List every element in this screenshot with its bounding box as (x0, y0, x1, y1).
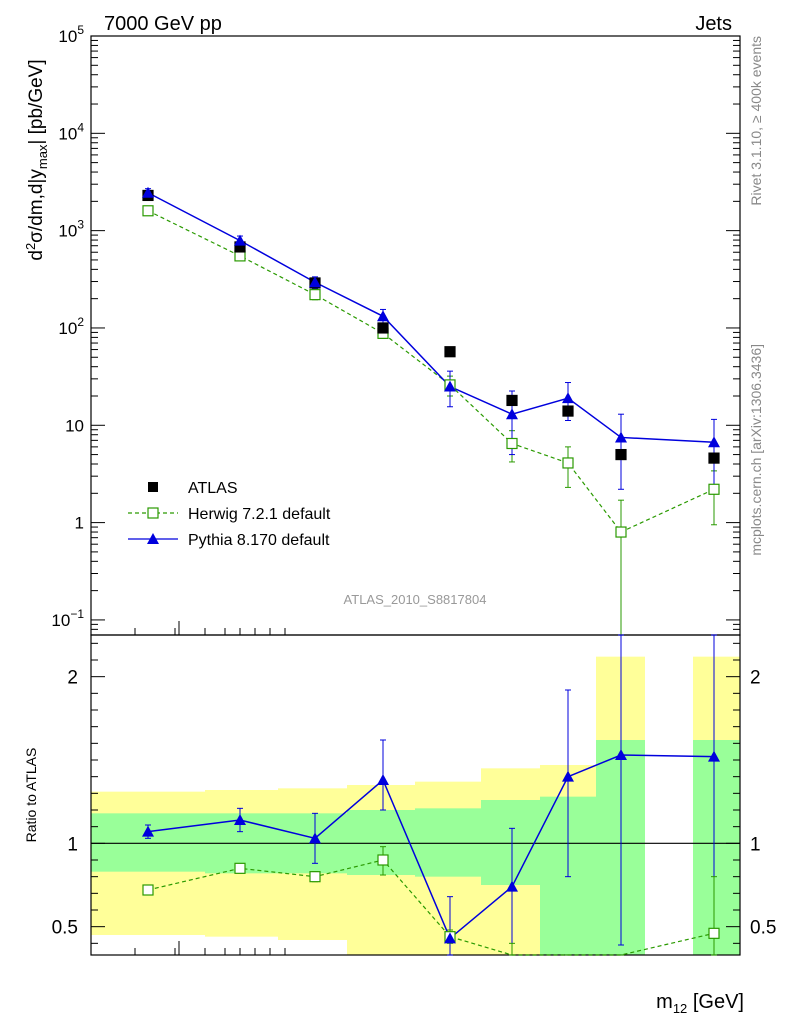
x-axis-label: m12 [GeV] (656, 991, 744, 1016)
legend-atlas-label: ATLAS (188, 480, 238, 497)
main-y-tick-label: 102 (58, 315, 84, 338)
ratio-pythia-point (377, 774, 389, 785)
ratio-pythia-point (444, 932, 456, 944)
ratio-band-inner (415, 808, 481, 877)
herwig-point (562, 457, 574, 469)
pythia-point (377, 310, 389, 322)
ratio-pythia-point (506, 880, 518, 892)
main-plot-panel: 10−1 1 10 102 103 104 105 (51, 23, 741, 636)
herwig-point (708, 483, 720, 495)
pythia-point (708, 436, 720, 448)
ratio-y-tick-label-right: 2 (750, 668, 761, 689)
ratio-band-inner (91, 813, 205, 872)
atlas-point (708, 452, 720, 464)
pythia-point (562, 392, 574, 404)
ratio-herwig-point (142, 884, 154, 896)
ratio-y-tick-label: 2 (67, 668, 78, 689)
ratio-y-tick-label: 1 (67, 834, 78, 855)
mcplots-label: mcplots.cern.ch [arXiv:1306.3436] (748, 344, 764, 556)
ratio-y-axis-label: Ratio to ATLAS (23, 748, 39, 843)
main-y-tick-label: 105 (58, 23, 84, 46)
ratio-y-tick-label-right: 0.5 (750, 918, 776, 939)
ratio-pythia-point (562, 770, 574, 782)
atlas-point (506, 394, 518, 407)
ratio-herwig-point (234, 862, 246, 874)
pythia-point (615, 431, 627, 443)
legend-entry-atlas: ATLAS (148, 480, 238, 497)
atlas-point (562, 405, 574, 417)
herwig-point (506, 437, 518, 450)
atlas-point (444, 346, 456, 358)
ratio-pythia-point (615, 749, 627, 760)
ratio-herwig-line (147, 859, 715, 956)
ratio-y-tick-label-right: 1 (750, 834, 761, 855)
main-y-tick-label: 1 (75, 514, 84, 533)
legend-entry-pythia: Pythia 8.170 default (128, 532, 330, 549)
herwig-point (142, 205, 154, 217)
legend-herwig-marker (147, 507, 159, 519)
ratio-herwig-point (708, 927, 720, 939)
pythia-point (309, 276, 321, 288)
legend: ATLAS Herwig 7.2.1 default Pythia 8.170 … (128, 480, 331, 549)
pythia-line (147, 192, 715, 443)
main-y-tick-label: 10−1 (51, 607, 84, 630)
atlas-point (377, 322, 389, 334)
pythia-point (444, 380, 456, 392)
legend-entry-herwig: Herwig 7.2.1 default (128, 506, 331, 523)
ratio-herwig-point (377, 854, 389, 866)
ratio-frame (90, 634, 741, 956)
rivet-label: Rivet 3.1.10, ≥ 400k events (748, 36, 764, 206)
pythia-point (142, 186, 154, 198)
header-right: Jets (695, 13, 732, 35)
main-y-tick-label: 10 (65, 416, 84, 435)
ratio-pythia-point (309, 832, 321, 844)
legend-atlas-marker (148, 482, 158, 492)
legend-pythia-marker (147, 533, 159, 544)
main-y-tick-label: 103 (58, 218, 84, 241)
atlas-point (615, 448, 627, 461)
header-left: 7000 GeV pp (104, 13, 222, 35)
pythia-point (234, 234, 246, 246)
pythia-point (506, 408, 518, 420)
ratio-band-inner (693, 740, 740, 955)
ratio-pythia-point (708, 750, 720, 762)
ratio-pythia-point (234, 814, 246, 825)
ratio-band-inner (481, 800, 540, 885)
legend-herwig-label: Herwig 7.2.1 default (188, 506, 331, 523)
ratio-y-tick-label: 0.5 (52, 918, 78, 939)
herwig-point (615, 526, 627, 538)
herwig-point (309, 289, 321, 301)
main-y-tick-label: 104 (58, 120, 84, 143)
ratio-herwig-point (309, 871, 321, 883)
watermark: ATLAS_2010_S8817804 (344, 592, 487, 607)
ratio-pythia-point (142, 825, 154, 837)
ratio-plot-panel: 0.5 0.5 1 1 2 2 (52, 634, 776, 956)
legend-pythia-label: Pythia 8.170 default (188, 532, 330, 549)
main-y-axis-label: d2σ/dm,d|ymax| [pb/GeV] (23, 59, 50, 260)
